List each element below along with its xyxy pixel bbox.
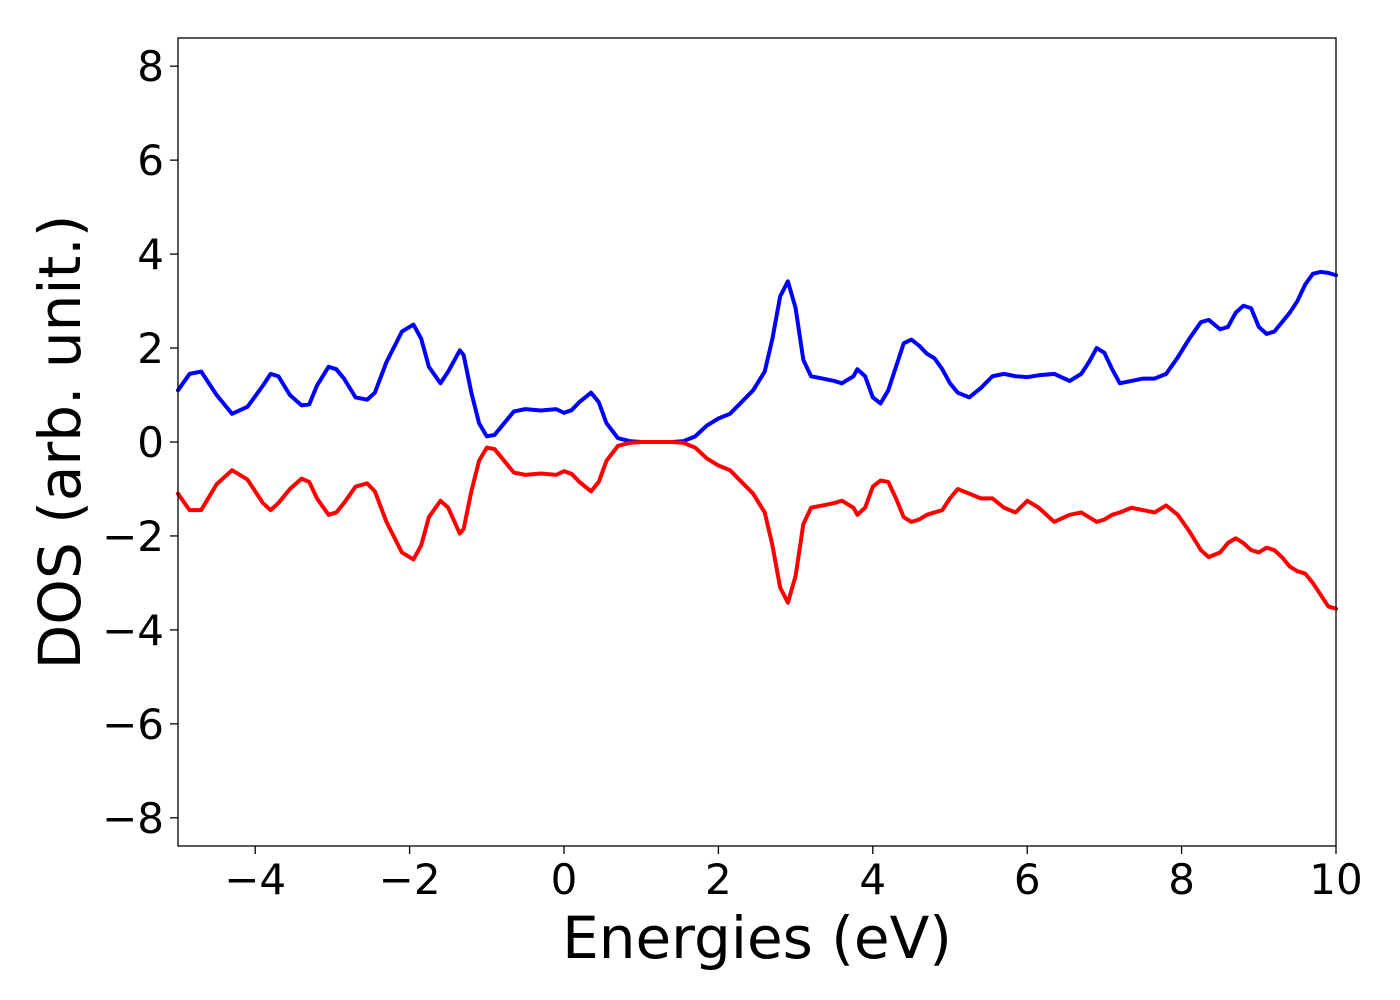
plot-background — [178, 38, 1336, 846]
series-line-0 — [176, 269, 1338, 444]
series-layer — [176, 269, 1338, 611]
x-axis-title: Energies (eV) — [562, 904, 952, 972]
x-tick-label: 4 — [859, 855, 886, 904]
y-tick-label: 0 — [137, 418, 164, 467]
x-tick-label: 6 — [1014, 855, 1041, 904]
y-tick-label: −2 — [102, 512, 164, 561]
x-tick-label: 2 — [705, 855, 732, 904]
y-tick-label: 6 — [137, 136, 164, 185]
y-tick-label: −4 — [102, 606, 164, 655]
series-line-1 — [176, 440, 1338, 611]
y-tick-label: 4 — [137, 230, 164, 279]
y-axis: 8 6 4 2 0 −2 −4 −6 −8 — [102, 42, 178, 843]
x-tick-label: 8 — [1168, 855, 1195, 904]
y-axis-title: DOS (arb. unit.) — [26, 215, 94, 670]
y-tick-label: 8 — [137, 42, 164, 91]
x-tick-label: −4 — [224, 855, 286, 904]
y-tick-label: 2 — [137, 324, 164, 373]
y-tick-label: −6 — [102, 700, 164, 749]
x-axis: −4 −2 0 2 4 6 8 10 — [224, 846, 1363, 904]
x-tick-label: −2 — [379, 855, 441, 904]
x-tick-label: 10 — [1309, 855, 1362, 904]
x-tick-label: 0 — [551, 855, 578, 904]
y-tick-label: −8 — [102, 794, 164, 843]
